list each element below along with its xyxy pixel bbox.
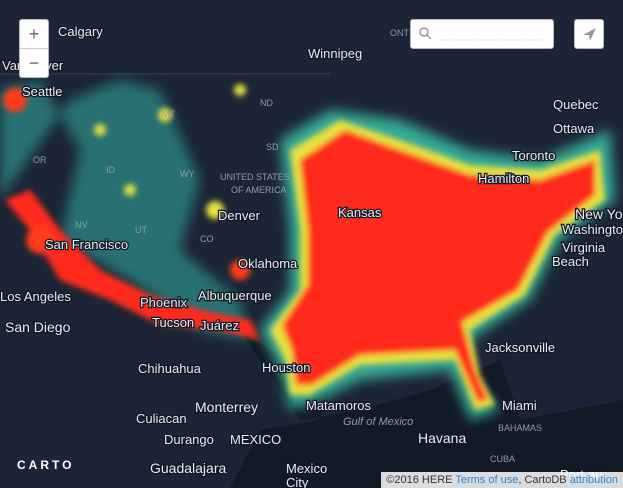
separator: , CartoDB <box>518 474 567 486</box>
place-label: Oklahoma <box>238 256 298 271</box>
zoom-out-button[interactable]: − <box>28 53 40 73</box>
place-label: Juárez <box>200 318 239 333</box>
zoom-in-button[interactable]: + <box>20 20 48 49</box>
water-label: Gulf of Mexico <box>343 416 413 428</box>
place-label: Matamoros <box>306 398 372 413</box>
water <box>230 330 623 488</box>
place-label: Albuquerque <box>198 288 272 303</box>
heatmap <box>0 80 615 420</box>
country-label: CUBA <box>490 454 515 464</box>
place-label: Denver <box>218 208 261 223</box>
place-label: Virginia <box>562 240 606 255</box>
place-label: Tucson <box>152 315 194 330</box>
zoom-control: + − <box>19 19 49 78</box>
place-label: Houston <box>262 360 310 375</box>
attribution-bar: ©2016 HERE Terms of use, CartoDB attribu… <box>381 472 623 488</box>
region-label: MT <box>162 109 175 119</box>
region-label: ID <box>106 165 116 175</box>
place-label: City <box>286 475 309 488</box>
place-label: Chihuahua <box>138 361 202 376</box>
region-label: SD <box>266 142 279 152</box>
place-label: Guadalajara <box>150 460 226 476</box>
region-label: CO <box>200 234 214 244</box>
region-label: NV <box>75 220 88 230</box>
terms-link[interactable]: Terms of use <box>455 474 519 486</box>
region-label: ND <box>260 98 273 108</box>
place-label: San Francisco <box>45 237 128 252</box>
place-label: Durango <box>164 432 214 447</box>
place-label: Kansas <box>338 205 382 220</box>
region-label: OR <box>33 155 47 165</box>
place-label: Beach <box>552 254 589 269</box>
country-label: OF AMERICA <box>231 185 287 195</box>
place-label: Washington <box>562 222 623 237</box>
attribution-link[interactable]: attribution <box>569 474 618 486</box>
search-icon <box>419 27 543 41</box>
locate-button[interactable] <box>574 19 604 49</box>
place-label: San Diego <box>5 319 71 335</box>
region-label: UT <box>135 225 147 235</box>
country-label: BAHAMAS <box>498 423 542 433</box>
place-label: Hamilton <box>478 171 529 186</box>
country-label: MEXICO <box>230 432 281 447</box>
region-label: WY <box>180 169 195 179</box>
place-label: Culiacan <box>136 411 187 426</box>
place-label: Jacksonville <box>485 340 555 355</box>
region-label: ONT <box>390 28 410 38</box>
locate-icon <box>583 28 596 41</box>
place-label: Havana <box>418 430 466 446</box>
place-label: Seattle <box>22 84 62 99</box>
place-label: Los Angeles <box>0 289 71 304</box>
place-label: Mexico <box>286 461 327 476</box>
search-box[interactable] <box>410 19 554 49</box>
copyright: ©2016 HERE <box>386 474 453 486</box>
country-label: UNITED STATES <box>220 172 290 182</box>
place-label: New York <box>575 206 623 222</box>
place-label: Quebec <box>553 97 599 112</box>
carto-logo: CARTO <box>17 458 75 472</box>
place-label: Miami <box>502 398 537 413</box>
place-label: Monterrey <box>195 399 258 415</box>
place-label: Winnipeg <box>308 46 362 61</box>
place-label: Toronto <box>512 148 555 163</box>
place-label: Calgary <box>58 24 103 39</box>
place-label: Ottawa <box>553 121 595 136</box>
place-label: Phoenix <box>140 295 187 310</box>
